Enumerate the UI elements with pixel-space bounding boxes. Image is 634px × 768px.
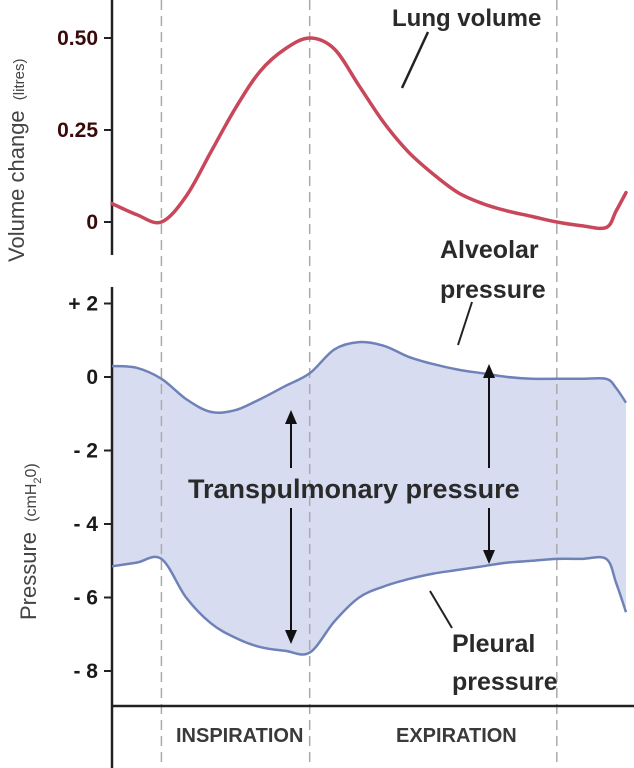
pressure-tick-label: + 2 (68, 293, 98, 316)
top-y-axis-title: Volume change (litres) (4, 59, 29, 262)
pressure-tick-label: - 8 (73, 660, 98, 683)
expiration-label: EXPIRATION (396, 725, 517, 747)
alveolar-label-line2: pressure (440, 276, 546, 304)
transpulmonary-label: Transpulmonary pressure (188, 474, 520, 504)
pleural-leader (429, 590, 453, 629)
inspiration-label: INSPIRATION (176, 725, 303, 747)
bottom-y-ticks: + 2 0 - 2 - 4 - 6 - 8 (68, 293, 112, 683)
lung-volume-leader (400, 31, 430, 89)
pressure-tick-label: - 4 (73, 513, 98, 536)
lung-volume-line (110, 36, 628, 231)
volume-tick-label: 0.25 (57, 119, 98, 142)
bottom-y-axis-title: Pressure (cmH20) (16, 463, 44, 620)
alveolar-label-line1: Alveolar (440, 236, 539, 264)
transpulmonary-arrow-right (483, 364, 495, 564)
phase-boundary-lines (160, 0, 558, 768)
volume-tick-label: 0.50 (57, 27, 98, 50)
pleural-label-line1: Pleural (452, 630, 535, 658)
lung-volume-label: Lung volume (392, 5, 541, 32)
pressure-tick-label: 0 (86, 366, 98, 389)
pleural-label-line2: pressure (452, 668, 558, 696)
volume-tick-label: 0 (86, 211, 98, 234)
pressure-tick-label: - 6 (73, 587, 98, 610)
pressure-tick-label: - 2 (73, 440, 98, 463)
pleural-pressure-line (111, 555, 628, 656)
transpulmonary-arrow-left (285, 410, 297, 644)
transpulmonary-area (112, 341, 626, 655)
alveolar-pressure-line (111, 340, 628, 414)
top-y-ticks: 0.50 0.25 0 (57, 27, 112, 234)
alveolar-leader (457, 301, 473, 346)
